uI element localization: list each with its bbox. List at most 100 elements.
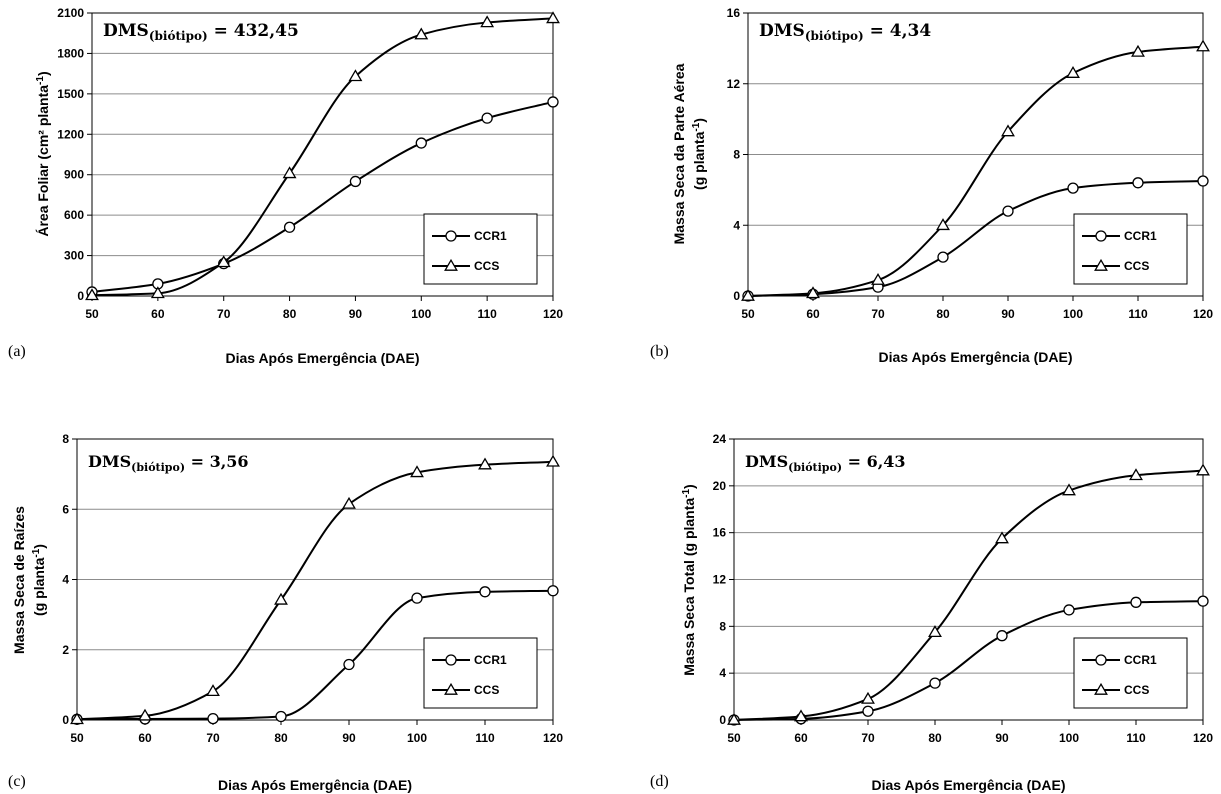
x-tick-label: 110 bbox=[475, 731, 495, 745]
data-point-CCS bbox=[794, 709, 808, 722]
data-point-CCS bbox=[995, 531, 1009, 544]
x-tick-label: 50 bbox=[70, 731, 84, 745]
y-tick-label: 4 bbox=[733, 218, 740, 232]
legend-label-CCS: CCS bbox=[474, 259, 499, 273]
x-tick-label: 50 bbox=[85, 307, 99, 321]
x-tick-label: 100 bbox=[1063, 307, 1083, 321]
chart-panel-0: 0 300 600 900 1200 1500 1800 2100 50 60 70 80 90 100 1… bbox=[8, 6, 563, 366]
dms-annotation: DMS(biótipo) = 4,34 bbox=[759, 21, 931, 43]
svg-text:Massa Seca Total (g planta-1): Massa Seca Total (g planta-1) bbox=[681, 484, 698, 675]
x-tick-label: 70 bbox=[206, 731, 220, 745]
data-point-CCS bbox=[282, 166, 297, 179]
y-tick-label: 900 bbox=[64, 168, 84, 182]
panel-label: (a) bbox=[8, 343, 26, 360]
data-point-CCS bbox=[478, 457, 492, 470]
data-point-CCS bbox=[546, 11, 560, 24]
legend-label-CCS: CCS bbox=[474, 683, 499, 697]
data-point-CCR1 bbox=[415, 137, 427, 149]
x-tick-label: 60 bbox=[138, 731, 152, 745]
dms-annotation: DMS(biótipo) = 432,45 bbox=[103, 21, 299, 43]
y-axis-title: Massa Seca da Parte Aérea (g planta-1) bbox=[671, 63, 707, 244]
data-point-CCR1 bbox=[1197, 175, 1209, 187]
series-line-CCR1 bbox=[91, 100, 554, 293]
x-axis-title: Dias Após Emergência (DAE) bbox=[879, 349, 1073, 365]
y-tick-label: 1800 bbox=[57, 46, 84, 60]
legend-label-CCR1: CCR1 bbox=[1124, 229, 1157, 243]
data-point-CCR1 bbox=[275, 710, 287, 723]
legend-marker bbox=[445, 654, 457, 666]
x-tick-label: 80 bbox=[283, 307, 297, 321]
x-tick-label: 110 bbox=[477, 307, 497, 321]
y-axis-title: Área Foliar (cm² planta-1) bbox=[35, 71, 52, 236]
data-point-CCS bbox=[806, 286, 820, 299]
svg-text:Massa Seca de Raízes: Massa Seca de Raízes bbox=[11, 506, 27, 654]
svg-text:Área Foliar (cm² planta-1): Área Foliar (cm² planta-1) bbox=[35, 71, 52, 236]
y-tick-label: 16 bbox=[713, 526, 727, 540]
y-tick-label: 0 bbox=[77, 289, 84, 303]
x-tick-label: 80 bbox=[928, 731, 942, 745]
legend-label-CCR1: CCR1 bbox=[474, 229, 507, 243]
chart-panel-2: 0 2 4 6 8 50 60 70 80 90 100 110 120 Dias Após Emergê… bbox=[8, 432, 563, 793]
y-tick-label: 16 bbox=[727, 6, 741, 20]
panel-label: (d) bbox=[650, 773, 669, 790]
y-tick-label: 6 bbox=[62, 502, 69, 516]
data-point-CCS bbox=[1196, 39, 1210, 52]
data-point-CCS bbox=[150, 286, 165, 299]
legend-marker bbox=[444, 682, 458, 695]
data-point-CCR1 bbox=[479, 586, 491, 598]
data-point-CCR1 bbox=[929, 677, 941, 689]
y-tick-label: 12 bbox=[713, 573, 727, 587]
data-point-CCS bbox=[274, 592, 288, 605]
data-point-CCR1 bbox=[937, 251, 949, 263]
legend-marker bbox=[1095, 230, 1107, 242]
legend-label-CCS: CCS bbox=[1124, 259, 1149, 273]
y-tick-label: 24 bbox=[713, 432, 727, 446]
chart-panel-3: 0 4 8 12 16 20 24 50 60 70 80 90 100 110 120 Dias Após … bbox=[650, 432, 1213, 793]
data-point-CCR1 bbox=[1197, 595, 1209, 607]
y-tick-label: 1200 bbox=[57, 127, 84, 141]
data-point-CCR1 bbox=[349, 175, 362, 188]
y-tick-label: 300 bbox=[64, 249, 84, 263]
x-tick-label: 100 bbox=[407, 731, 427, 745]
y-tick-label: 8 bbox=[719, 619, 726, 633]
legend-label-CCR1: CCR1 bbox=[1124, 653, 1157, 667]
legend: CCR1 CCS bbox=[423, 637, 538, 709]
series-line-CCR1 bbox=[747, 180, 1204, 297]
data-point-CCS bbox=[741, 288, 755, 301]
y-tick-label: 600 bbox=[64, 208, 84, 222]
y-tick-label: 4 bbox=[62, 573, 69, 587]
x-tick-label: 120 bbox=[1193, 731, 1213, 745]
legend: CCR1 CCS bbox=[1073, 637, 1188, 709]
data-point-CCR1 bbox=[547, 585, 559, 597]
data-point-CCR1 bbox=[1067, 182, 1079, 194]
svg-text:(g planta-1): (g planta-1) bbox=[691, 118, 708, 190]
series-line-CCR1 bbox=[733, 600, 1204, 721]
y-tick-label: 2100 bbox=[57, 6, 84, 20]
data-point-CCS bbox=[70, 712, 84, 725]
chart-panel-1: 0 4 8 12 16 50 60 70 80 90 100 110 120 Dias Após Emer… bbox=[650, 6, 1213, 365]
series-line-CCS bbox=[747, 45, 1204, 297]
data-point-CCS bbox=[1062, 483, 1076, 496]
x-tick-label: 90 bbox=[349, 307, 363, 321]
legend-label-CCS: CCS bbox=[1124, 683, 1149, 697]
data-point-CCR1 bbox=[1002, 205, 1014, 217]
data-point-CCR1 bbox=[862, 705, 874, 717]
panel-label: (b) bbox=[650, 343, 669, 360]
x-tick-label: 120 bbox=[543, 731, 563, 745]
data-point-CCS bbox=[206, 684, 220, 697]
y-tick-label: 8 bbox=[62, 432, 69, 446]
y-axis-title: Massa Seca Total (g planta-1) bbox=[681, 484, 698, 675]
data-point-CCR1 bbox=[283, 221, 296, 233]
data-point-CCS bbox=[1066, 66, 1080, 78]
legend-label-CCR1: CCR1 bbox=[474, 653, 507, 667]
legend-marker bbox=[1095, 654, 1107, 666]
legend-marker bbox=[444, 258, 458, 271]
dms-annotation: DMS(biótipo) = 6,43 bbox=[745, 452, 906, 474]
x-tick-label: 110 bbox=[1128, 307, 1148, 321]
y-tick-label: 0 bbox=[719, 713, 726, 727]
data-point-CCS bbox=[1001, 124, 1015, 137]
data-point-CCR1 bbox=[1130, 596, 1142, 608]
data-point-CCS bbox=[936, 218, 950, 231]
y-tick-label: 0 bbox=[733, 289, 740, 303]
data-point-CCS bbox=[928, 625, 942, 638]
